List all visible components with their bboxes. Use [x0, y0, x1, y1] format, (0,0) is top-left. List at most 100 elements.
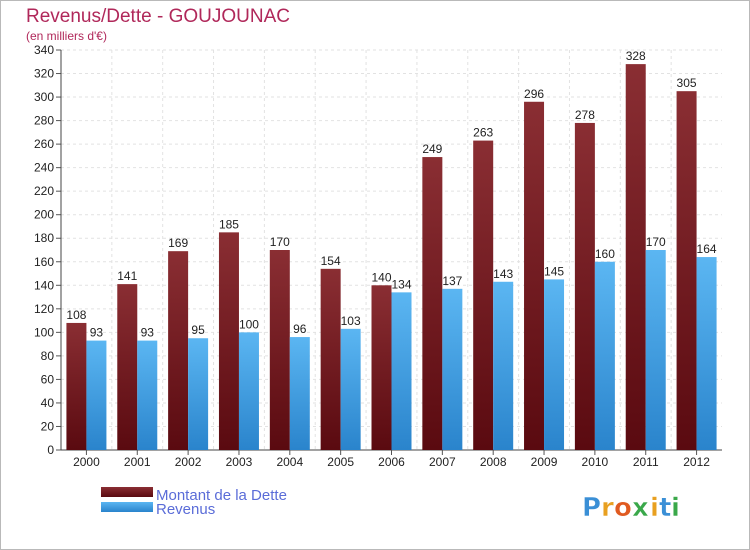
- x-tick-label: 2002: [175, 455, 202, 469]
- y-tick-label: 20: [41, 419, 55, 433]
- debt-bar: [269, 250, 290, 450]
- debt-value-label: 305: [677, 76, 697, 90]
- x-tick-label: 2008: [480, 455, 507, 469]
- logo-letter: r: [601, 493, 614, 523]
- y-tick-label: 260: [34, 137, 54, 151]
- revenus-value-label: 143: [493, 267, 513, 281]
- revenus-bar: [442, 288, 463, 450]
- x-tick-label: 2001: [124, 455, 151, 469]
- y-tick-label: 160: [34, 255, 54, 269]
- debt-value-label: 141: [117, 269, 137, 283]
- debt-value-label: 249: [422, 142, 442, 156]
- debt-bar: [117, 284, 138, 450]
- revenus-bar: [696, 257, 717, 450]
- debt-value-label: 154: [321, 254, 341, 268]
- chart-title: Revenus/Dette - GOUJOUNAC: [26, 6, 290, 27]
- chart-subtitle: (en milliers d'€): [26, 29, 107, 43]
- revenus-bar: [188, 338, 209, 450]
- x-tick-label: 2000: [73, 455, 100, 469]
- legend-swatch-debt: [101, 487, 153, 497]
- legend-item-revenus: Revenus: [101, 501, 215, 518]
- revenus-bar: [340, 328, 361, 450]
- revenus-value-label: 100: [239, 317, 259, 331]
- revenus-bar: [289, 337, 310, 450]
- debt-bar: [371, 285, 392, 450]
- revenus-bar: [238, 332, 259, 450]
- y-tick-label: 280: [34, 114, 54, 128]
- debt-value-label: 108: [66, 308, 86, 322]
- y-tick-label: 0: [47, 443, 54, 457]
- revenus-bar: [86, 340, 107, 450]
- bars-layer: [66, 64, 717, 451]
- legend-label-debt: Montant de la Dette: [156, 487, 287, 504]
- y-tick-label: 320: [34, 67, 54, 81]
- debt-value-label: 140: [371, 270, 391, 284]
- y-tick-label: 220: [34, 184, 54, 198]
- y-tick-label: 100: [34, 325, 54, 339]
- legend-label-revenus: Revenus: [156, 501, 215, 518]
- y-tick-label: 40: [41, 396, 55, 410]
- x-tick-label: 2009: [531, 455, 558, 469]
- y-tick-label: 180: [34, 231, 54, 245]
- logo-letter: t: [659, 493, 671, 523]
- debt-bar: [625, 64, 646, 450]
- debt-bar: [422, 157, 443, 450]
- debt-value-label: 328: [626, 49, 646, 63]
- debt-bar: [218, 232, 239, 450]
- logo-letter: o: [614, 493, 632, 523]
- revenus-value-label: 170: [646, 235, 666, 249]
- legend-item-debt: Montant de la Dette: [101, 487, 287, 504]
- debt-value-label: 278: [575, 108, 595, 122]
- y-tick-label: 240: [34, 161, 54, 175]
- debt-value-label: 170: [270, 235, 290, 249]
- y-tick-label: 140: [34, 278, 54, 292]
- revenus-bar: [544, 279, 565, 450]
- revenus-bar: [493, 281, 514, 450]
- y-tick-label: 60: [41, 372, 55, 386]
- logo-letter: x: [632, 493, 649, 523]
- debt-value-label: 296: [524, 87, 544, 101]
- y-tick-label: 300: [34, 90, 54, 104]
- x-tick-label: 2011: [633, 455, 659, 469]
- revenus-value-label: 160: [595, 247, 615, 261]
- y-tick-label: 340: [34, 43, 54, 57]
- revenus-value-label: 103: [341, 314, 361, 328]
- revenus-value-label: 93: [90, 326, 104, 340]
- logo-letter: i: [650, 493, 659, 523]
- logo-letter: i: [671, 493, 680, 523]
- legend-swatch-revenus: [101, 502, 153, 512]
- debt-bar: [168, 251, 189, 450]
- x-tick-label: 2007: [429, 455, 456, 469]
- debt-bar: [676, 91, 697, 451]
- revenus-value-label: 137: [442, 274, 462, 288]
- debt-bar: [66, 322, 87, 450]
- x-tick-label: 2012: [683, 455, 710, 469]
- debt-value-label: 169: [168, 236, 188, 250]
- x-tick-label: 2003: [226, 455, 253, 469]
- x-tick-label: 2006: [378, 455, 405, 469]
- revenus-bar: [137, 340, 158, 450]
- revenus-value-label: 95: [191, 323, 205, 337]
- debt-value-label: 185: [219, 217, 239, 231]
- revenus-value-label: 96: [293, 322, 307, 336]
- revenus-bar: [645, 250, 666, 450]
- logo-letter: P: [582, 493, 601, 523]
- axis-layer: 0 20 40 60 80 100 120 140 160 180 200 220 240 260 280 3…: [34, 43, 722, 469]
- revenus-value-label: 93: [141, 326, 155, 340]
- legend: Montant de la Dette Revenus: [101, 487, 287, 518]
- y-tick-label: 200: [34, 208, 54, 222]
- debt-bar: [320, 268, 341, 450]
- revenus-bar: [391, 292, 412, 450]
- y-tick-label: 120: [34, 302, 54, 316]
- y-tick-label: 80: [41, 349, 55, 363]
- x-tick-label: 2004: [276, 455, 303, 469]
- x-tick-label: 2005: [327, 455, 354, 469]
- revenus-value-label: 134: [391, 277, 411, 291]
- debt-bar: [524, 101, 545, 450]
- debt-bar: [473, 140, 494, 450]
- revenus-value-label: 145: [544, 264, 564, 278]
- x-tick-label: 2010: [582, 455, 609, 469]
